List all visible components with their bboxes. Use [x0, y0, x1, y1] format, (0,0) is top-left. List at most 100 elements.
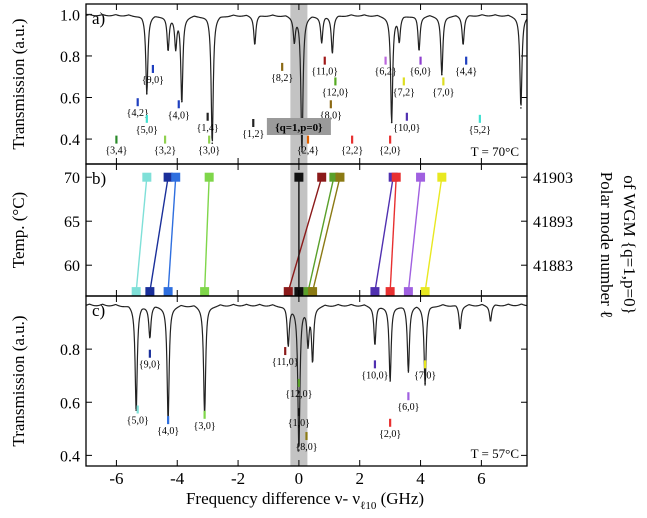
mode-label: {5,0} — [136, 125, 158, 136]
mode-label: {6,2} — [375, 67, 397, 78]
dip-point — [149, 335, 151, 337]
mode-point-70 — [294, 172, 304, 182]
dip-point — [167, 48, 169, 51]
x-tick-label: 2 — [355, 469, 364, 488]
panel-label: b) — [92, 169, 106, 188]
y-tick-label: 1.0 — [60, 7, 80, 24]
mode-label: {11,0} — [311, 67, 338, 78]
mode-point-70 — [171, 172, 181, 182]
mode-label: {5,0} — [127, 416, 149, 427]
y-tick-label: 0.8 — [60, 49, 80, 66]
y-tick-label: 60 — [64, 258, 80, 275]
y-tick-label: 0.6 — [60, 395, 80, 412]
mode-label: {12,0} — [322, 87, 349, 98]
mode-label: {2,2} — [341, 146, 363, 157]
mode-point-70 — [329, 172, 339, 182]
mode-label: {2,0} — [379, 429, 401, 440]
mode-trace — [407, 177, 422, 292]
mode-point-57 — [385, 287, 395, 297]
dip-point — [418, 48, 420, 51]
mode-label: {4,2} — [127, 108, 149, 119]
right-tick-label: 41903 — [533, 170, 573, 187]
mode-label: {4,0} — [168, 110, 190, 121]
x-tick-label: -2 — [231, 469, 245, 488]
dip-point — [253, 42, 256, 45]
transmission-line — [85, 303, 528, 449]
mode-point-70 — [335, 172, 345, 182]
dip-point — [293, 38, 296, 41]
dip-point — [311, 358, 314, 361]
mode-label: {3,4} — [105, 146, 127, 157]
dip-point — [301, 150, 303, 153]
mode-point-57 — [308, 287, 318, 297]
dip-point — [459, 327, 461, 329]
y-axis-label: Transmission (a.u.) — [9, 315, 28, 446]
panel-a: Transmission (a.u.) a) 0.4 0.6 0.8 1.0 {3,4} {4… — [9, 3, 528, 165]
dip-point — [520, 107, 522, 109]
mode-trace — [203, 177, 210, 292]
mode-trace — [307, 177, 335, 292]
mode-point-70 — [416, 172, 426, 182]
dip-point — [181, 100, 183, 103]
mode-point-70 — [391, 172, 401, 182]
x-tick-label: -6 — [109, 469, 123, 488]
dip-point — [146, 92, 148, 95]
transmission-line — [85, 13, 528, 152]
mode-label: {8,0} — [320, 110, 342, 121]
dip-point — [441, 73, 443, 76]
mode-label: {3,2} — [154, 146, 176, 157]
mode-label: {6,0} — [409, 67, 431, 78]
mode-label: {10,0} — [361, 370, 388, 381]
mode-point-57 — [370, 287, 380, 297]
mode-label: {8,0} — [295, 442, 317, 453]
mode-trace — [167, 177, 177, 292]
mode-label: {3,0} — [194, 421, 216, 432]
mode-label: {8,2} — [271, 73, 293, 84]
mode-point-70 — [317, 172, 327, 182]
mode-trace — [135, 177, 148, 292]
mode-label: {9,0} — [142, 75, 164, 86]
right-axis-label-line2: of WGM {q=1,p=0} — [620, 175, 639, 315]
highlight-label-box — [266, 118, 331, 135]
mode-trace — [424, 177, 443, 292]
mode-label: {10,0} — [393, 123, 420, 134]
mode-trace — [374, 177, 394, 292]
mode-point-57 — [145, 287, 155, 297]
dip-point — [489, 319, 492, 321]
dip-point — [424, 382, 426, 385]
right-axis-label-line1: Polar mode number ℓ — [597, 172, 616, 318]
panel-c: Transmission (a.u.)c)0.40.60.8{9,0}{5,0}… — [9, 295, 528, 467]
mode-trace — [389, 177, 397, 292]
mode-label: {5,2} — [469, 125, 491, 136]
y-tick-label: 70 — [64, 170, 80, 187]
panel-temperature: T = 57°C — [471, 446, 519, 461]
y-axis-label: Temp. (°C) — [9, 192, 28, 268]
mode-label: {7,0} — [432, 87, 454, 98]
mode-label: {7,2} — [393, 87, 415, 98]
dip-point — [287, 343, 290, 345]
mode-point-57 — [403, 287, 413, 297]
mode-label: {6,0} — [397, 402, 419, 413]
dip-point — [298, 449, 300, 451]
highlight-label: {q=1,p=0} — [275, 122, 322, 134]
dip-point — [174, 44, 177, 47]
mode-label: {9,0} — [139, 360, 161, 371]
dip-point — [462, 42, 464, 45]
right-tick-label: 41893 — [533, 214, 573, 231]
mode-point-70 — [142, 172, 152, 182]
dip-point — [211, 142, 214, 145]
mode-label: {1,2} — [242, 129, 264, 140]
x-tick-label: -4 — [170, 469, 185, 488]
dip-point — [307, 340, 309, 342]
mode-label: {12,0} — [285, 389, 312, 400]
mode-point-57 — [283, 287, 293, 297]
mode-point-70 — [437, 172, 447, 182]
dip-point — [398, 38, 401, 41]
mode-point-70 — [163, 172, 173, 182]
x-tick-label: 0 — [295, 469, 304, 488]
mode-point-57 — [200, 287, 210, 297]
dip-point — [407, 369, 410, 372]
mode-label: {1,4} — [197, 123, 219, 134]
right-tick-label: 41883 — [533, 258, 573, 275]
